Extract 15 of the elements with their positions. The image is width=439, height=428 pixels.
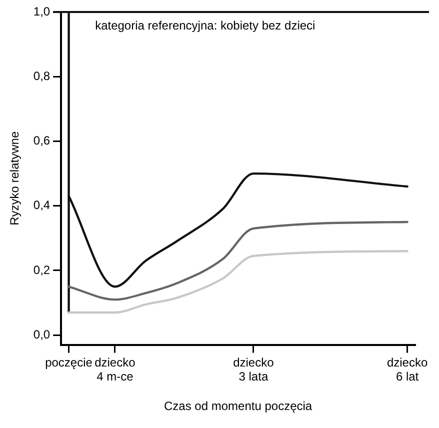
line-series — [68, 220, 408, 301]
y-tick-label: 0,2 — [33, 262, 50, 277]
y-tick-label: 0,8 — [33, 68, 50, 83]
annotation: kategoria referencyjna: kobiety bez dzieci — [95, 18, 316, 32]
x-tick-label: dziecko 4 m-ce — [94, 355, 136, 384]
y-tick-label: 0,4 — [33, 198, 50, 212]
y-tick-label: 1,0 — [33, 4, 50, 18]
line-series — [68, 250, 408, 314]
y-tick-label: 0,0 — [33, 327, 50, 342]
x-tick-label: dziecko 3 lata — [233, 355, 274, 384]
y-tick-label: 0,6 — [33, 134, 50, 148]
x-tick-label: dziecko 6 lat — [386, 355, 428, 384]
x-axis-title: Czas od momentu poczęcia — [164, 399, 312, 414]
x-tick-label: poczęcie — [45, 355, 93, 370]
y-axis-title: Ryzyko relatywne — [8, 131, 22, 226]
